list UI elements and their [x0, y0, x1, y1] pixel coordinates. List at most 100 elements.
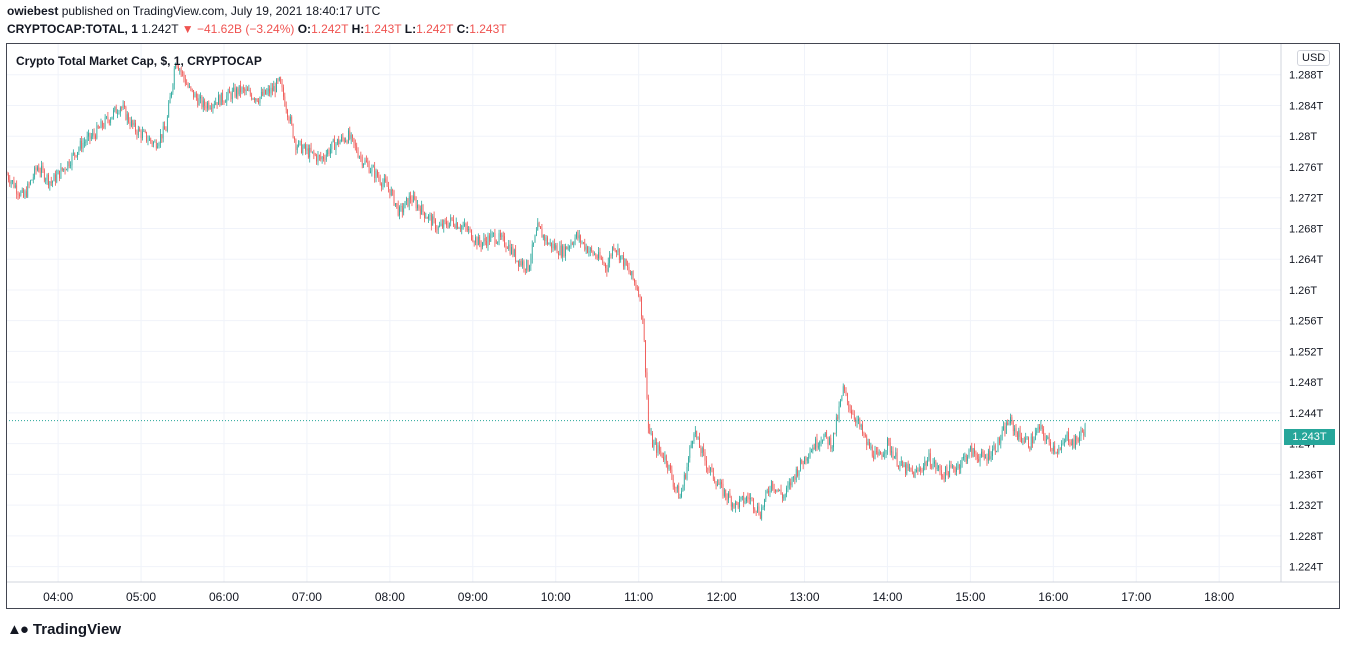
- currency-button[interactable]: USD: [1297, 50, 1331, 66]
- price-tick-label: 1.28T: [1289, 131, 1317, 143]
- candle-body: [254, 98, 255, 101]
- candle-body: [859, 419, 861, 427]
- candle-body: [1036, 430, 1038, 433]
- author-name[interactable]: owiebest: [7, 4, 59, 18]
- candle-body: [419, 208, 421, 215]
- candle-body: [1039, 426, 1040, 430]
- candle-body: [161, 134, 163, 139]
- candle-body: [1017, 432, 1018, 440]
- candle-body: [122, 105, 124, 108]
- candle-body: [283, 87, 284, 97]
- candle-body: [39, 171, 41, 173]
- candle-body: [1004, 426, 1006, 434]
- candle-body: [382, 182, 384, 187]
- candle-body: [867, 442, 869, 445]
- candle-body: [989, 450, 991, 459]
- candle-body: [147, 140, 149, 142]
- candle-body: [578, 235, 580, 239]
- candle-body: [374, 166, 376, 179]
- candle-body: [367, 162, 369, 164]
- candle-body: [603, 263, 605, 264]
- candle-body: [1046, 439, 1047, 442]
- candle-body: [585, 246, 587, 250]
- candle-body: [849, 409, 851, 411]
- candle-body: [965, 455, 967, 462]
- candle-body: [465, 223, 467, 227]
- candle-body: [19, 194, 20, 196]
- candle-body: [60, 167, 62, 179]
- candle-body: [652, 433, 653, 448]
- candle-body: [227, 90, 229, 96]
- symbol-name[interactable]: CRYPTOCAP:TOTAL, 1: [7, 22, 138, 36]
- price-chart[interactable]: 1.224T1.228T1.232T1.236T1.24T1.244T1.248…: [6, 43, 1340, 609]
- candle-body: [157, 146, 159, 149]
- candle-body: [693, 434, 695, 442]
- candle-body: [759, 514, 761, 519]
- candle-body: [67, 161, 69, 170]
- candle-body: [747, 497, 749, 499]
- candle-body: [559, 245, 561, 255]
- price-tick-label: 1.252T: [1289, 346, 1324, 358]
- candle-body: [209, 107, 211, 109]
- candle-body: [277, 79, 279, 81]
- candle-body: [519, 260, 521, 266]
- candle-body: [661, 452, 663, 458]
- candle-body: [638, 289, 640, 297]
- time-tick-label: 13:00: [790, 590, 820, 604]
- tradingview-logo[interactable]: ▲● TradingView: [7, 621, 121, 638]
- candle-body: [251, 94, 252, 100]
- candle-body: [924, 461, 926, 466]
- candle-body: [330, 148, 331, 155]
- candle-body: [685, 475, 687, 479]
- candle-body: [1081, 430, 1083, 432]
- candle-body: [560, 245, 562, 257]
- candle-body: [1059, 449, 1061, 451]
- candle-body: [982, 451, 984, 455]
- candle-body: [831, 447, 833, 449]
- candle-body: [269, 88, 270, 94]
- candle-body: [237, 88, 239, 95]
- candle-body: [1007, 422, 1009, 425]
- candle-body: [281, 83, 283, 88]
- candle-body: [346, 140, 348, 143]
- candle-body: [448, 222, 450, 228]
- candle-body: [1010, 417, 1011, 424]
- candle-body: [124, 105, 125, 107]
- candle-body: [775, 489, 776, 492]
- brand-name: TradingView: [32, 621, 121, 638]
- candle-body: [244, 88, 246, 92]
- candle-body: [482, 242, 483, 247]
- candle-body: [1062, 442, 1064, 444]
- candle-body: [31, 179, 33, 181]
- candle-body: [512, 247, 514, 256]
- candle-body: [377, 170, 378, 177]
- candle-body: [345, 140, 346, 142]
- candle-body: [284, 96, 286, 106]
- candle-body: [632, 271, 634, 280]
- candle-body: [805, 456, 807, 461]
- candle-body: [728, 493, 729, 500]
- candle-body: [350, 134, 352, 139]
- candle-body: [296, 146, 298, 151]
- candle-body: [469, 229, 471, 230]
- candle-body: [526, 260, 528, 271]
- candle-body: [1080, 430, 1082, 436]
- candle-body: [424, 211, 425, 218]
- candle-body: [372, 166, 374, 168]
- candle-body: [1068, 432, 1069, 443]
- candle-body: [1040, 424, 1042, 430]
- candle-body: [348, 130, 349, 143]
- candle-body: [191, 88, 193, 91]
- candle-body: [946, 466, 948, 472]
- candle-body: [1047, 436, 1049, 440]
- candle-body: [37, 167, 38, 171]
- candle-body: [53, 174, 55, 182]
- candle-body: [411, 199, 413, 203]
- candle-body: [711, 467, 713, 469]
- candle-body: [817, 446, 819, 448]
- candle-body: [552, 243, 554, 249]
- candle-body: [1072, 439, 1074, 445]
- tradingview-mark-icon: ▲●: [7, 621, 29, 638]
- price-tick-label: 1.224T: [1289, 562, 1324, 574]
- candle-body: [621, 255, 623, 256]
